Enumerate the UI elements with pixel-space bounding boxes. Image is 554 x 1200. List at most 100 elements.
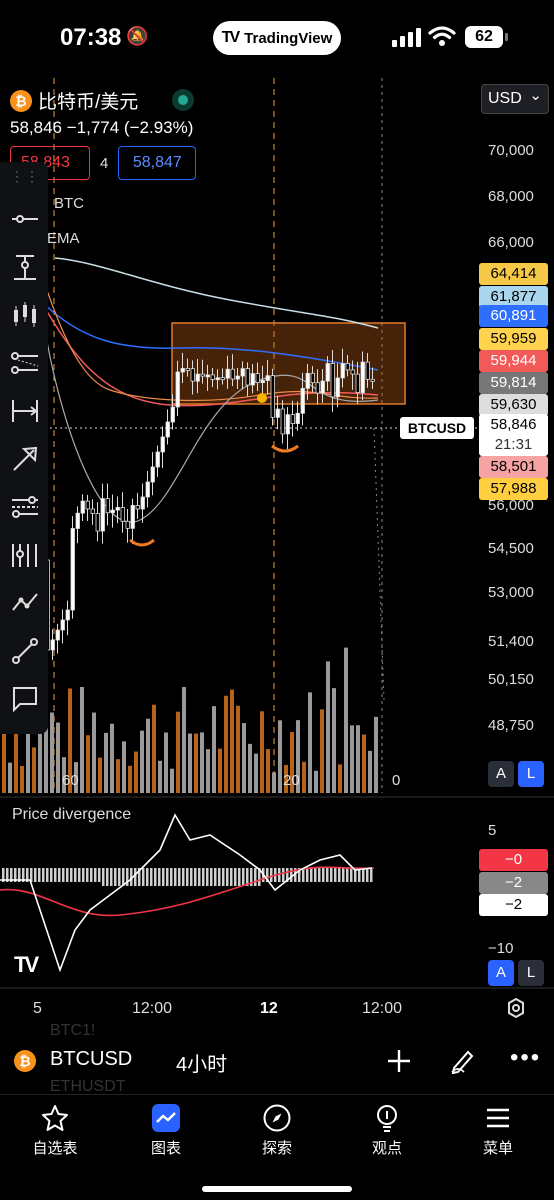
histogram-bar <box>246 868 249 886</box>
drag-handle-icon[interactable]: ⋮⋮ <box>10 168 40 184</box>
histogram-bar <box>362 868 365 882</box>
divergence-arc <box>271 444 299 453</box>
symbol-header[interactable]: ₿ 比特币/美元 <box>10 87 138 114</box>
volume-bar <box>20 765 24 793</box>
candle-body <box>235 375 240 380</box>
volume-bar <box>254 753 258 793</box>
volume-bar <box>14 733 18 793</box>
volume-bar <box>290 731 294 793</box>
candle-body <box>55 629 60 641</box>
add-icon[interactable] <box>386 1048 412 1074</box>
histogram-bar <box>266 868 269 882</box>
date-range-icon[interactable] <box>10 396 40 426</box>
candle-body <box>295 412 300 424</box>
tab-explore[interactable]: 探索 <box>237 1103 317 1158</box>
vertical-measure-icon[interactable] <box>10 252 40 282</box>
volume-bar <box>296 720 300 793</box>
volume-bar <box>272 772 276 793</box>
menu-icon <box>487 1108 509 1128</box>
histogram-bar <box>366 868 369 882</box>
trend-line-icon[interactable] <box>10 636 40 666</box>
fib-retracement-icon[interactable] <box>10 492 40 522</box>
arrow-tool-icon[interactable] <box>10 444 40 474</box>
histogram-bar <box>86 868 89 882</box>
histogram-bar <box>10 868 13 882</box>
mute-bell-icon: 🔕 <box>126 26 149 46</box>
ma-line-blue <box>39 299 379 371</box>
long-position-icon[interactable] <box>10 300 40 330</box>
price-axis-label: 48,750 <box>488 717 534 734</box>
histogram-bar <box>298 868 301 882</box>
price-tag: 59,959 <box>479 328 548 350</box>
histogram-bar <box>354 868 357 882</box>
horizontal-line-icon[interactable] <box>10 204 40 234</box>
tab-menu[interactable]: 菜单 <box>458 1103 538 1158</box>
price-axis-label: 51,400 <box>488 633 534 650</box>
log-scale-button[interactable]: L <box>518 761 544 787</box>
indicator-ema[interactable]: EMA <box>47 230 80 247</box>
candle-body <box>125 520 130 529</box>
price-axis-label: 70,000 <box>488 142 534 159</box>
histogram-bar <box>26 868 29 882</box>
histogram-bar <box>338 868 341 882</box>
path-tool-icon[interactable] <box>10 588 40 618</box>
candle-body <box>345 363 350 371</box>
candle-body <box>285 414 290 435</box>
candle-body <box>310 372 315 384</box>
tab-watchlist[interactable]: 自选表 <box>15 1103 95 1158</box>
tradingview-pill[interactable]: TV TradingView <box>213 21 341 55</box>
currency-select[interactable]: USD <box>481 82 549 114</box>
histogram-bar <box>278 868 281 882</box>
symbol-button[interactable]: BTCUSD <box>50 1048 133 1070</box>
volume-bar <box>194 733 198 793</box>
draw-pen-icon[interactable] <box>448 1046 476 1074</box>
price-tag: 59,814 <box>479 372 548 394</box>
tradingview-logo-icon: TV <box>221 29 241 46</box>
volume-bar <box>314 770 318 793</box>
candle-body <box>140 496 145 510</box>
signal-line <box>0 866 375 917</box>
divergence-title[interactable]: Price divergence <box>12 806 132 823</box>
auto-scale-button[interactable]: A <box>488 761 514 787</box>
symbol-name: 比特币/美元 <box>38 92 139 113</box>
log-scale-button-2[interactable]: L <box>518 960 544 986</box>
buy-button[interactable]: 58,847 <box>118 146 197 180</box>
histogram-bar <box>114 868 117 886</box>
indicator-btc[interactable]: BTC <box>54 195 84 212</box>
candle-body <box>120 507 125 522</box>
compass-icon <box>263 1104 291 1132</box>
candle-body <box>165 421 170 438</box>
candle-body <box>245 368 250 386</box>
histogram-bar <box>146 868 149 886</box>
histogram-bar <box>286 868 289 882</box>
histogram-bar <box>254 868 257 886</box>
price-tag: 61,877 <box>479 286 548 308</box>
status-bar: 07:38 🔕 TV TradingView 62 <box>0 0 554 78</box>
more-icon[interactable]: ••• <box>510 1044 542 1071</box>
candle-body <box>315 382 320 394</box>
alert-marker <box>257 393 267 403</box>
current-price-tag: 58,846 21:31 <box>479 414 548 456</box>
market-open-icon <box>172 89 194 111</box>
tab-ideas[interactable]: 观点 <box>347 1103 427 1158</box>
histogram-bar <box>50 868 53 882</box>
price-tag: 57,988 <box>479 478 548 500</box>
volume-bar <box>128 765 132 793</box>
auto-scale-button-2[interactable]: A <box>488 960 514 986</box>
candle-body <box>370 378 375 382</box>
candle-body <box>90 508 95 514</box>
pitchfork-icon[interactable] <box>10 540 40 570</box>
histogram-bar <box>210 868 213 886</box>
interval-button[interactable]: 4小时 <box>176 1054 228 1076</box>
histogram-bar <box>126 868 129 886</box>
callout-icon[interactable] <box>10 684 40 714</box>
price-chart[interactable] <box>0 78 554 998</box>
histogram-bar <box>222 868 225 886</box>
volume-bar <box>152 704 156 793</box>
volume-bar <box>122 741 126 793</box>
price-axis-label: 66,000 <box>488 234 534 251</box>
divergence-tag: −2 <box>479 872 548 894</box>
settings-gear-icon[interactable] <box>505 997 527 1019</box>
forecast-icon[interactable] <box>10 348 40 378</box>
tab-chart[interactable]: 图表 <box>126 1103 206 1158</box>
